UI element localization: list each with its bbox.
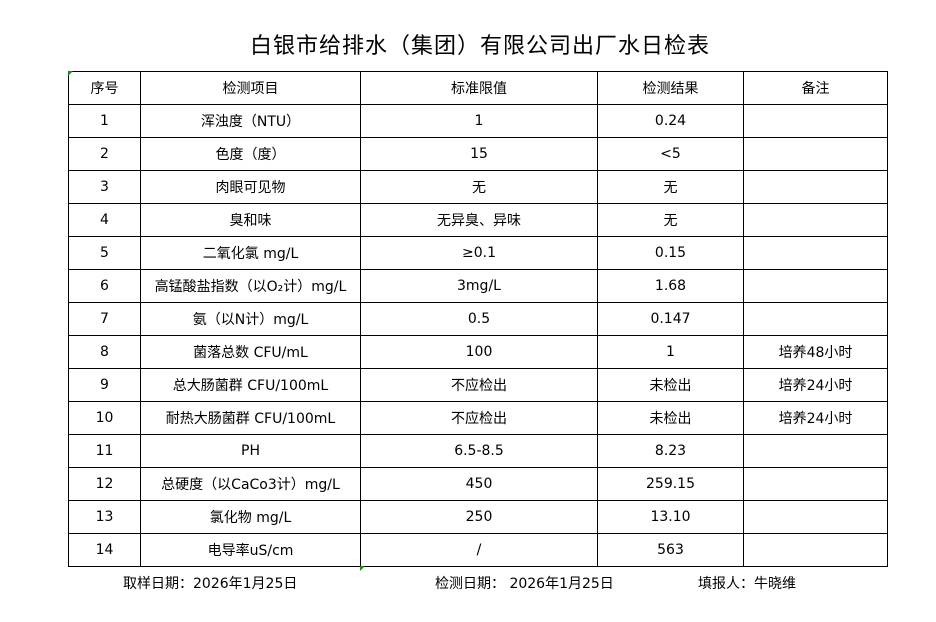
note-cell[interactable]: 培养24小时 xyxy=(743,401,888,435)
result-cell[interactable]: 563 xyxy=(597,533,744,567)
note-cell[interactable]: 培养48小时 xyxy=(743,335,888,369)
header-cell[interactable]: 标准限值 xyxy=(360,71,598,105)
result-cell[interactable]: 0.15 xyxy=(597,236,744,270)
item-cell[interactable]: 色度（度） xyxy=(140,137,361,171)
table-row: 4 臭和味 无异臭、异味无 xyxy=(68,203,888,237)
note-cell[interactable] xyxy=(743,500,888,534)
limit-cell[interactable]: 1 xyxy=(360,104,598,138)
seq-cell[interactable]: 7 xyxy=(68,302,141,336)
note-cell[interactable] xyxy=(743,467,888,501)
limit-cell[interactable]: 250 xyxy=(360,500,598,534)
seq-cell[interactable]: 11 xyxy=(68,434,141,468)
item-cell[interactable]: 总硬度（以CaCo3计）mg/L xyxy=(140,467,361,501)
result-cell[interactable]: 无 xyxy=(597,170,744,204)
item-cell[interactable]: 肉眼可见物 xyxy=(140,170,361,204)
seq-cell[interactable]: 5 xyxy=(68,236,141,270)
seq-cell[interactable]: 4 xyxy=(68,203,141,237)
cell-marker-icon xyxy=(68,71,73,76)
limit-cell[interactable]: 6.5-8.5 xyxy=(360,434,598,468)
page-title: 白银市给排水（集团）有限公司出厂水日检表 xyxy=(249,34,710,59)
table-row: 14 电导率uS/cm/563 xyxy=(68,533,888,567)
note-cell[interactable] xyxy=(743,170,888,204)
result-cell[interactable]: 0.24 xyxy=(597,104,744,138)
item-cell[interactable]: 高锰酸盐指数（以O₂计）mg/L xyxy=(140,269,361,303)
note-cell[interactable] xyxy=(743,533,888,567)
table-row: 3 肉眼可见物无无 xyxy=(68,170,888,204)
result-cell[interactable]: 8.23 xyxy=(597,434,744,468)
reporter: 填报人：牛晓维 xyxy=(698,576,796,592)
table-row: 10 耐热大肠菌群 CFU/100mL 不应检出 未检出 培养24小时 xyxy=(68,401,888,435)
limit-cell[interactable]: 0.5 xyxy=(360,302,598,336)
table-row: 9 总大肠菌群 CFU/100mL 不应检出 未检出 培养24小时 xyxy=(68,368,888,402)
seq-cell[interactable]: 12 xyxy=(68,467,141,501)
seq-cell[interactable]: 3 xyxy=(68,170,141,204)
seq-cell[interactable]: 14 xyxy=(68,533,141,567)
table-row: 5 二氧化氯 mg/L ≥0.1 0.15 xyxy=(68,236,888,270)
item-cell[interactable]: 耐热大肠菌群 CFU/100mL xyxy=(140,401,361,435)
limit-cell[interactable]: 100 xyxy=(360,335,598,369)
item-cell[interactable]: 电导率uS/cm xyxy=(140,533,361,567)
limit-cell[interactable]: 无 xyxy=(360,170,598,204)
limit-cell[interactable]: 不应检出 xyxy=(360,368,598,402)
table-row: 12 总硬度（以CaCo3计）mg/L 450 259.15 xyxy=(68,467,888,501)
table-row: 8 菌落总数 CFU/mL 100 1 培养48小时 xyxy=(68,335,888,369)
result-cell[interactable]: 13.10 xyxy=(597,500,744,534)
item-cell[interactable]: 二氧化氯 mg/L xyxy=(140,236,361,270)
note-cell[interactable]: 培养24小时 xyxy=(743,368,888,402)
limit-cell[interactable]: ≥0.1 xyxy=(360,236,598,270)
item-cell[interactable]: 菌落总数 CFU/mL xyxy=(140,335,361,369)
result-cell[interactable]: 1 xyxy=(597,335,744,369)
inspection-table: 序号 检测项目 标准限值 检测结果 备注 1 浑浊度（NTU） 1 0.24 2 色度（度… xyxy=(68,71,888,567)
note-cell[interactable] xyxy=(743,269,888,303)
table-row: 13 氯化物 mg/L 250 13.10 xyxy=(68,500,888,534)
note-cell[interactable] xyxy=(743,137,888,171)
seq-cell[interactable]: 10 xyxy=(68,401,141,435)
table-row: 2 色度（度） 15 <5 xyxy=(68,137,888,171)
item-cell[interactable]: PH xyxy=(140,434,361,468)
seq-cell[interactable]: 6 xyxy=(68,269,141,303)
table-row: 11 PH 6.5-8.5 8.23 xyxy=(68,434,888,468)
item-cell[interactable]: 氨（以N计）mg/L xyxy=(140,302,361,336)
result-cell[interactable]: 1.68 xyxy=(597,269,744,303)
table-row: 7 氨（以N计）mg/L 0.5 0.147 xyxy=(68,302,888,336)
result-cell[interactable]: 未检出 xyxy=(597,368,744,402)
test-date: 检测日期： 2026年1月25日 xyxy=(435,576,614,592)
header-cell[interactable]: 序号 xyxy=(68,71,141,105)
limit-cell[interactable]: 无异臭、异味 xyxy=(360,203,598,237)
item-cell[interactable]: 总大肠菌群 CFU/100mL xyxy=(140,368,361,402)
table-row: 1 浑浊度（NTU） 1 0.24 xyxy=(68,104,888,138)
limit-cell[interactable]: / xyxy=(360,533,598,567)
seq-cell[interactable]: 13 xyxy=(68,500,141,534)
note-cell[interactable] xyxy=(743,236,888,270)
table-row: 6 高锰酸盐指数（以O₂计）mg/L 3mg/L 1.68 xyxy=(68,269,888,303)
limit-cell[interactable]: 3mg/L xyxy=(360,269,598,303)
seq-cell[interactable]: 8 xyxy=(68,335,141,369)
header-cell[interactable]: 备注 xyxy=(743,71,888,105)
note-cell[interactable] xyxy=(743,203,888,237)
result-cell[interactable]: 0.147 xyxy=(597,302,744,336)
seq-cell[interactable]: 9 xyxy=(68,368,141,402)
result-cell[interactable]: 无 xyxy=(597,203,744,237)
header-cell[interactable]: 检测结果 xyxy=(597,71,744,105)
note-cell[interactable] xyxy=(743,434,888,468)
note-cell[interactable] xyxy=(743,302,888,336)
cell-marker-icon xyxy=(360,566,365,571)
limit-cell[interactable]: 450 xyxy=(360,467,598,501)
limit-cell[interactable]: 不应检出 xyxy=(360,401,598,435)
sampling-date: 取样日期：2026年1月25日 xyxy=(123,576,298,592)
result-cell[interactable]: 259.15 xyxy=(597,467,744,501)
item-cell[interactable]: 浑浊度（NTU） xyxy=(140,104,361,138)
header-cell[interactable]: 检测项目 xyxy=(140,71,361,105)
seq-cell[interactable]: 1 xyxy=(68,104,141,138)
item-cell[interactable]: 臭和味 xyxy=(140,203,361,237)
result-cell[interactable]: 未检出 xyxy=(597,401,744,435)
header-row: 序号 检测项目 标准限值 检测结果 备注 xyxy=(68,71,888,105)
limit-cell[interactable]: 15 xyxy=(360,137,598,171)
note-cell[interactable] xyxy=(743,104,888,138)
item-cell[interactable]: 氯化物 mg/L xyxy=(140,500,361,534)
seq-cell[interactable]: 2 xyxy=(68,137,141,171)
result-cell[interactable]: <5 xyxy=(597,137,744,171)
